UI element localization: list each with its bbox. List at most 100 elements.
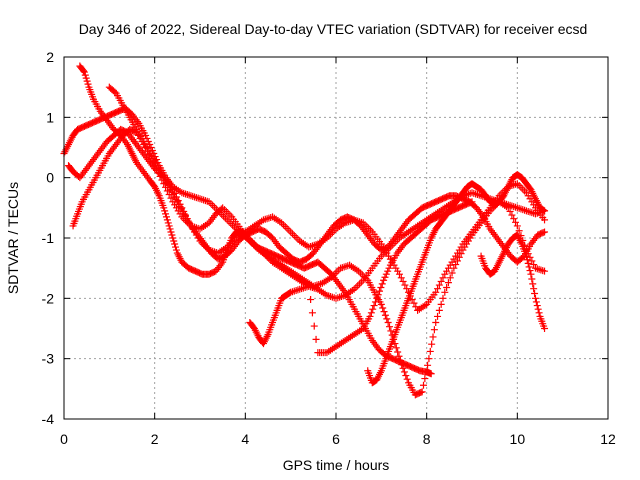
x-tick-label: 8 xyxy=(423,431,431,447)
y-tick-label: -2 xyxy=(42,290,55,306)
data-series xyxy=(105,83,549,266)
data-point xyxy=(167,228,175,236)
data-point xyxy=(217,205,225,213)
data-point xyxy=(165,222,173,230)
data-point xyxy=(328,293,336,301)
data-point xyxy=(209,201,217,209)
y-tick-label: -3 xyxy=(42,351,55,367)
y-tick-label: 0 xyxy=(46,170,54,186)
data-point xyxy=(541,216,549,224)
data-point xyxy=(435,281,443,289)
y-tick-label: 1 xyxy=(46,109,54,125)
data-point xyxy=(298,285,306,293)
data-point xyxy=(446,274,454,282)
data-point xyxy=(356,280,364,288)
data-point xyxy=(435,306,443,314)
data-point xyxy=(143,134,151,142)
data-point xyxy=(189,192,197,200)
data-point xyxy=(163,216,171,224)
data-point xyxy=(508,202,516,210)
data-point xyxy=(513,204,521,212)
data-point xyxy=(399,277,407,285)
data-point xyxy=(399,364,407,372)
data-point xyxy=(421,375,429,383)
data-point xyxy=(512,218,520,226)
y-axis-label: SDTVAR / TECUs xyxy=(5,182,21,294)
data-point xyxy=(305,282,313,290)
data-point xyxy=(426,347,434,355)
data-point xyxy=(163,187,171,195)
data-point xyxy=(196,195,204,203)
data-point xyxy=(441,288,449,296)
data-point xyxy=(531,290,539,298)
data-point xyxy=(541,325,549,332)
data-point xyxy=(443,283,451,291)
x-tick-label: 2 xyxy=(151,431,159,447)
data-point xyxy=(522,252,530,260)
data-point xyxy=(401,281,409,289)
data-point xyxy=(374,291,382,299)
data-point xyxy=(383,315,391,323)
data-point xyxy=(519,206,527,214)
data-point xyxy=(398,361,406,369)
data-point xyxy=(508,211,516,219)
data-point xyxy=(384,267,392,275)
data-point xyxy=(504,204,512,212)
data-point xyxy=(379,304,387,312)
data-point xyxy=(205,198,213,206)
data-point xyxy=(164,219,172,227)
data-point xyxy=(84,80,92,88)
data-point xyxy=(408,296,416,304)
data-point xyxy=(377,283,385,291)
data-point xyxy=(296,285,304,293)
data-point xyxy=(354,282,362,290)
data-point xyxy=(336,293,344,301)
data-point xyxy=(387,327,395,335)
data-point xyxy=(522,207,530,215)
data-point xyxy=(533,265,541,273)
data-point xyxy=(168,231,176,239)
data-point xyxy=(166,225,174,233)
data-point xyxy=(430,326,438,334)
data-point xyxy=(453,257,461,265)
data-point xyxy=(312,335,320,343)
data-point xyxy=(410,299,418,307)
data-point xyxy=(434,312,442,320)
data-point xyxy=(307,296,315,304)
x-axis-label: GPS time / hours xyxy=(283,457,390,473)
data-point xyxy=(540,206,548,214)
data-point xyxy=(418,388,426,396)
data-point xyxy=(541,267,549,275)
data-point xyxy=(79,67,87,75)
data-point xyxy=(292,286,300,294)
data-point xyxy=(417,388,425,396)
data-point xyxy=(472,190,480,198)
data-point xyxy=(369,305,377,313)
data-point xyxy=(185,191,193,199)
data-point xyxy=(510,203,518,211)
data-point xyxy=(402,372,410,380)
data-point xyxy=(468,198,476,206)
data-point xyxy=(332,294,340,302)
data-point xyxy=(527,270,535,278)
data-point xyxy=(373,294,381,302)
data-point xyxy=(287,228,295,236)
data-point xyxy=(422,368,430,376)
data-series xyxy=(76,62,435,378)
data-point xyxy=(526,208,534,216)
grid xyxy=(64,57,608,419)
data-point xyxy=(432,318,440,326)
data-point xyxy=(523,256,531,264)
data-point xyxy=(310,322,318,330)
data-point xyxy=(198,195,206,203)
y-tick-label: -4 xyxy=(42,411,55,427)
data-point xyxy=(450,264,458,272)
data-point xyxy=(395,352,403,360)
data-point xyxy=(377,300,385,308)
data-point xyxy=(394,348,402,356)
data-point xyxy=(366,312,374,320)
data-point xyxy=(167,194,175,202)
data-point xyxy=(525,263,533,271)
data-point xyxy=(82,74,90,82)
data-point xyxy=(380,276,388,284)
